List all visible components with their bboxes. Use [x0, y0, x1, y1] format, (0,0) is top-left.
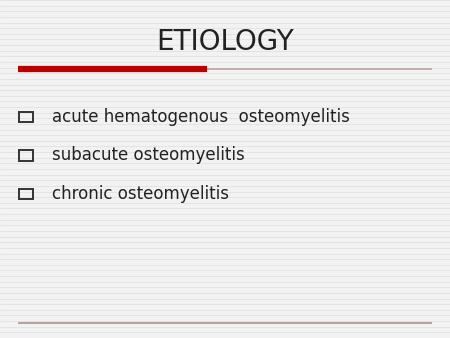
Text: subacute osteomyelitis: subacute osteomyelitis	[52, 146, 244, 165]
Text: chronic osteomyelitis: chronic osteomyelitis	[52, 185, 229, 203]
Text: ETIOLOGY: ETIOLOGY	[156, 28, 294, 56]
Bar	[19, 189, 33, 199]
Bar	[19, 112, 33, 122]
Text: acute hematogenous  osteomyelitis: acute hematogenous osteomyelitis	[52, 107, 350, 126]
Bar	[19, 150, 33, 161]
